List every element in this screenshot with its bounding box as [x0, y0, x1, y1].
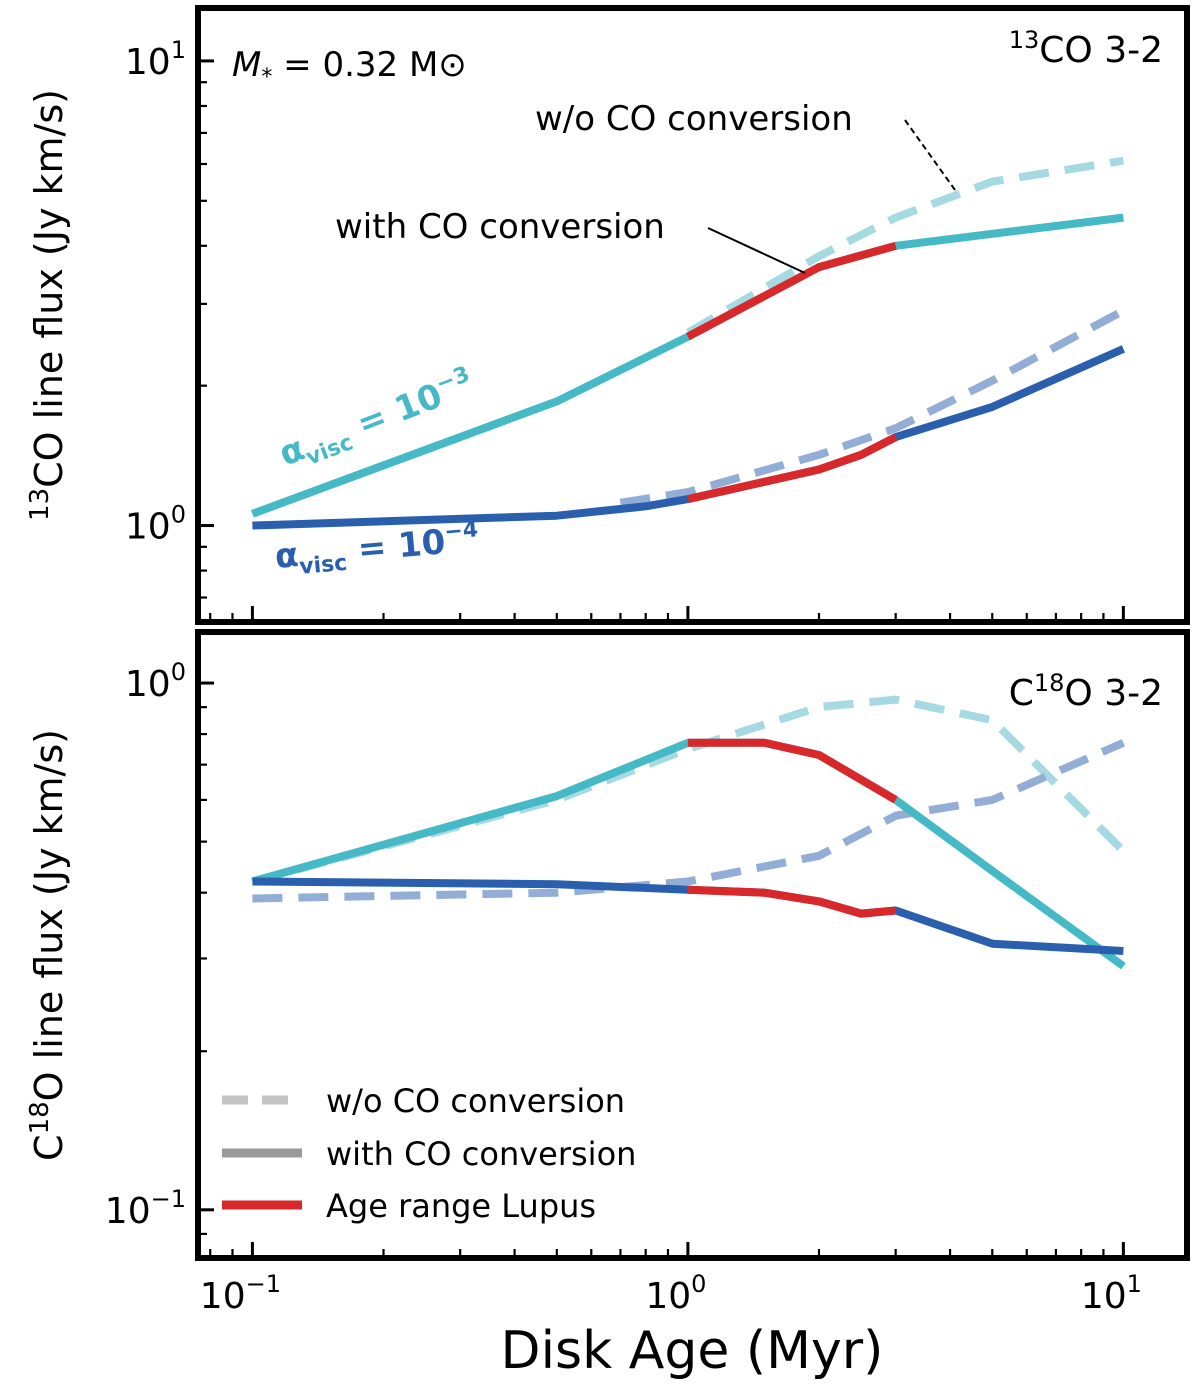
annotation-with-co-conversion: with CO conversion	[335, 207, 665, 247]
bottom-panel-title: C18O 3-2	[1009, 669, 1163, 714]
series-line-dashed-1	[619, 307, 1126, 507]
top-y-tick-label: 100	[125, 501, 186, 548]
series-lupus-range-3	[687, 885, 897, 918]
legend-label-lupus: Age range Lupus	[326, 1187, 596, 1225]
bottom-y-axis-label: C18O line flux (Jy km/s)	[25, 729, 71, 1161]
top-y-axis-label: 13CO line flux (Jy km/s)	[25, 89, 71, 521]
series-lupus-range-2	[687, 738, 898, 804]
series-line-dashed-1	[252, 739, 1125, 903]
annotation-pointer-with	[707, 227, 806, 274]
top-series	[251, 156, 1126, 530]
series-line-dashed-0	[251, 695, 1127, 886]
series-line-solid-2	[251, 213, 1124, 518]
series-lupus-range-3	[687, 433, 898, 504]
panel-bottom: 10−1 100 10−1 100 101	[105, 629, 1190, 1317]
alpha-label-1e-3: αvisc = 10−3	[273, 362, 481, 479]
alpha-label-1e-4: αvisc = 10−4	[273, 517, 481, 582]
x-tick-label: 100	[645, 1270, 706, 1317]
x-tick-label: 101	[1081, 1270, 1142, 1317]
x-axis-label: Disk Age (Myr)	[501, 1321, 884, 1381]
top-axes-frame	[195, 5, 1190, 625]
series-line-dashed-0	[685, 156, 1125, 337]
top-y-tick-label: 101	[125, 36, 186, 83]
legend-label-with: with CO conversion	[326, 1135, 636, 1173]
top-panel-title: 13CO 3-2	[1009, 26, 1163, 71]
mass-label: M* = 0.32 M⊙	[232, 45, 467, 90]
bottom-axes-frame	[195, 629, 1190, 1261]
bottom-y-tick-label: 10−1	[105, 1185, 186, 1232]
bottom-series	[251, 695, 1127, 970]
panel-top: 100 101	[125, 5, 1190, 625]
x-tick-label: 10−1	[200, 1270, 281, 1317]
annotation-wo-co-conversion: w/o CO conversion	[535, 99, 853, 139]
annotation-pointer-wo	[904, 119, 956, 191]
bottom-y-tick-label: 100	[125, 658, 186, 705]
series-line-solid-2	[251, 738, 1126, 970]
legend-label-wo: w/o CO conversion	[326, 1082, 625, 1120]
legend: w/o CO conversion with CO conversion Age…	[222, 1082, 636, 1225]
series-lupus-range-2	[686, 241, 897, 341]
